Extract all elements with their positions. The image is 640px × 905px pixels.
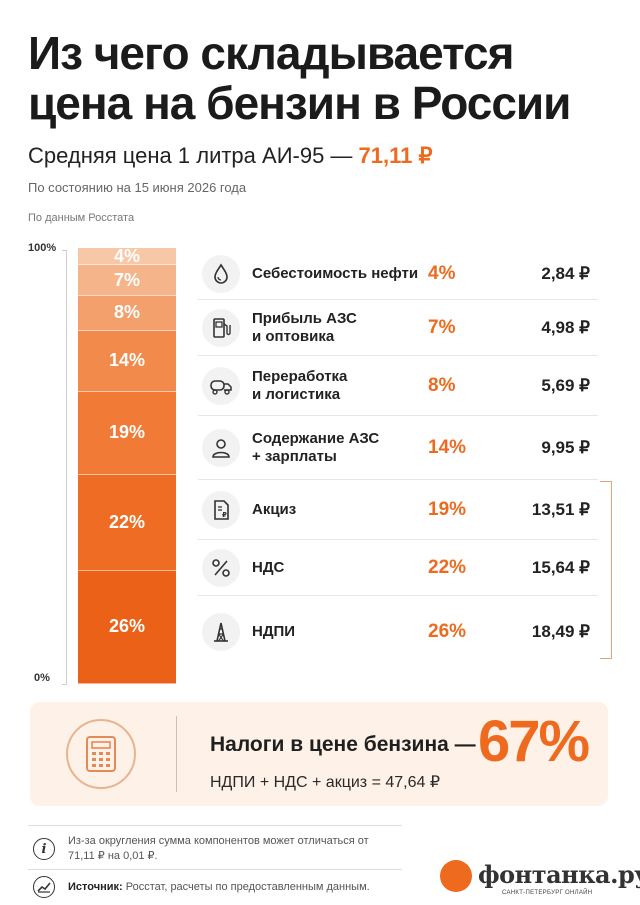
component-label: Акциз	[252, 501, 296, 519]
component-row: ₽ Акциз 19% 13,51 ₽	[198, 480, 598, 540]
component-label: Содержание АЗС + зарплаты	[252, 430, 379, 466]
page-subtitle: Средняя цена 1 литра АИ-95 — 71,11 ₽	[28, 143, 433, 169]
component-label-line: и оптовика	[252, 328, 335, 345]
source-label: Источник:	[68, 881, 123, 893]
component-value: 2,84 ₽	[541, 264, 590, 283]
component-label-line: + зарплаты	[252, 448, 337, 465]
component-row: Прибыль АЗС и оптовика 7% 4,98 ₽	[198, 300, 598, 356]
y-tick-0: 0%	[34, 672, 50, 684]
source-chart-icon	[33, 876, 55, 898]
component-percent: 26%	[428, 621, 467, 642]
average-price: 71,11 ₽	[358, 143, 433, 168]
component-value: 9,95 ₽	[541, 438, 590, 457]
date-note: По состоянию на 15 июня 2026 года	[28, 180, 247, 195]
bar-segment-5: 19%	[78, 391, 176, 475]
component-label-line: Переработка	[252, 368, 348, 385]
bar-segment-3: 8%	[78, 295, 176, 331]
footer-divider-top	[28, 825, 402, 826]
worker-icon	[202, 429, 240, 467]
bar-segment-2: 7%	[78, 265, 176, 296]
component-label-line: Акциз	[252, 501, 297, 518]
component-percent: 4%	[428, 263, 456, 284]
component-row: НДПИ 26% 18,49 ₽	[198, 596, 598, 668]
tax-separator	[176, 716, 177, 792]
component-label: Себестоимость нефти	[252, 265, 418, 283]
row-divider	[198, 539, 598, 540]
bar-segment-6: 22%	[78, 474, 176, 571]
tanker-truck-icon	[202, 367, 240, 405]
component-label-line: и логистика	[252, 386, 341, 403]
component-row: Содержание АЗС + зарплаты 14% 9,95 ₽	[198, 416, 598, 480]
row-divider	[198, 415, 598, 416]
y-axis-tick-top	[62, 250, 67, 251]
y-axis-line	[66, 250, 67, 684]
component-value: 4,98 ₽	[541, 318, 590, 337]
row-divider	[198, 595, 598, 596]
fontanka-logo: фонтанка.ру САНКТ-ПЕТЕРБУРГ ОНЛАЙН	[440, 858, 640, 900]
bar-segment-1: 4%	[78, 246, 176, 266]
source-line: Источник: Росстат, расчеты по предоставл…	[68, 881, 370, 893]
logo-subtitle: САНКТ-ПЕТЕРБУРГ ОНЛАЙН	[502, 890, 593, 896]
svg-text:₽: ₽	[222, 511, 227, 519]
info-icon: i	[33, 838, 55, 860]
component-percent: 8%	[428, 375, 456, 396]
component-label-line: НДПИ	[252, 623, 296, 640]
tax-bracket	[600, 481, 612, 659]
y-axis-tick-bottom	[62, 684, 67, 685]
tax-summary-box: Налоги в цене бензина — НДПИ + НДС + акц…	[30, 702, 608, 806]
component-value: 15,64 ₽	[531, 558, 590, 577]
row-divider	[198, 479, 598, 480]
component-label-line: Содержание АЗС	[252, 430, 380, 447]
oil-drop-icon	[202, 255, 240, 293]
component-percent: 19%	[428, 499, 467, 520]
component-value: 5,69 ₽	[541, 376, 590, 395]
component-value: 18,49 ₽	[531, 622, 590, 641]
page-title: Из чего складывается цена на бензин в Ро…	[28, 27, 571, 129]
component-value: 13,51 ₽	[531, 500, 590, 519]
source-text: Росстат, расчеты по предоставленным данн…	[125, 881, 370, 893]
component-row: НДС 22% 15,64 ₽	[198, 540, 598, 596]
percent-icon	[202, 549, 240, 587]
y-tick-100: 100%	[28, 242, 57, 254]
component-row: Переработка и логистика 8% 5,69 ₽	[198, 356, 598, 416]
fontanka-logo-mark-icon	[440, 860, 472, 892]
excise-document-icon: ₽	[202, 491, 240, 529]
stacked-bar: 4% 7% 8% 14% 19% 22% 26%	[78, 246, 176, 684]
component-label-line: Себестоимость нефти	[252, 265, 419, 282]
oil-derrick-icon	[202, 613, 240, 651]
component-percent: 22%	[428, 557, 467, 578]
bar-segment-4: 14%	[78, 330, 176, 392]
tax-formula: НДПИ + НДС + акциз = 47,64 ₽	[210, 774, 441, 791]
bar-segment-7: 26%	[78, 570, 176, 684]
data-source-note: По данным Росстата	[28, 212, 135, 224]
component-label-line: Прибыль АЗС	[252, 310, 357, 327]
component-label: Прибыль АЗС и оптовика	[252, 310, 357, 346]
component-label: Переработка и логистика	[252, 368, 347, 404]
logo-text: фонтанка.ру	[478, 860, 640, 889]
component-label: НДС	[252, 559, 284, 577]
component-percent: 14%	[428, 437, 467, 458]
subtitle-prefix: Средняя цена 1 литра АИ-95 —	[28, 143, 353, 168]
component-label: НДПИ	[252, 623, 295, 641]
rounding-note: Из-за округления сумма компонентов может…	[68, 835, 369, 862]
fuel-pump-icon	[202, 309, 240, 347]
component-percent: 7%	[428, 317, 456, 338]
footer-divider-bottom	[28, 869, 402, 870]
row-divider	[198, 299, 598, 300]
component-row: Себестоимость нефти 4% 2,84 ₽	[198, 248, 598, 300]
component-label-line: НДС	[252, 559, 285, 576]
calculator-icon	[66, 719, 136, 789]
row-divider	[198, 355, 598, 356]
tax-title: Налоги в цене бензина —	[210, 733, 476, 756]
tax-percent: 67%	[478, 709, 590, 774]
